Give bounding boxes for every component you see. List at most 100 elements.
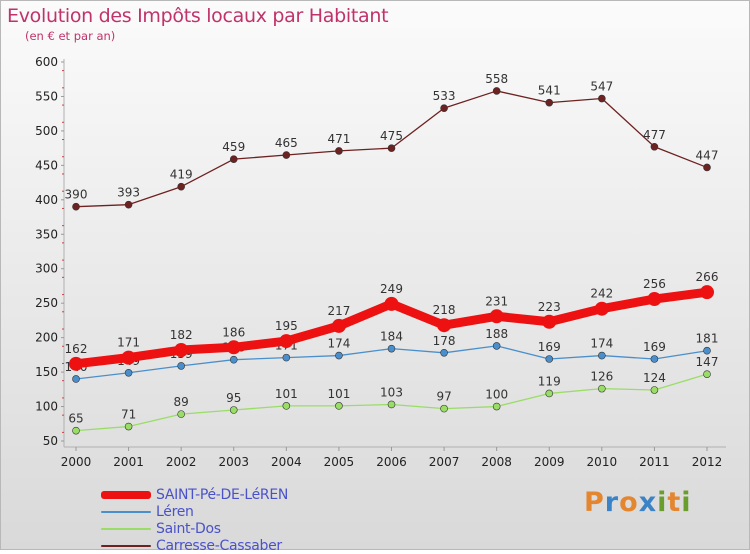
data-point [384,296,399,311]
data-label: 231 [485,294,508,308]
data-label: 459 [222,140,245,154]
data-label: 475 [380,129,403,143]
data-point [492,402,501,411]
legend-label: SAINT-Pé-DE-LéREN [156,486,289,503]
data-label: 124 [643,371,666,385]
data-label: 547 [590,80,613,94]
data-point [124,422,133,431]
data-label: 471 [327,132,350,146]
data-label: 95 [226,391,241,405]
data-point [282,151,291,159]
data-point [331,318,346,333]
data-point [542,314,557,329]
data-label: 103 [380,385,403,399]
data-point [703,370,711,378]
x-tick-label: 2003 [218,455,249,469]
data-label: 119 [538,374,561,388]
data-point [387,400,396,409]
data-label: 147 [696,355,719,369]
data-point [229,155,238,163]
legend-swatch [101,510,151,513]
y-tick-label: 300 [35,262,58,276]
data-point [492,342,501,350]
y-tick-label: 250 [35,296,58,310]
data-point [282,353,291,362]
x-tick-label: 2010 [587,455,618,469]
data-point [177,410,185,418]
data-point [177,182,185,191]
data-label: 181 [696,332,719,346]
data-point [492,87,501,95]
x-tick-label: 2012 [692,455,723,469]
data-label: 419 [170,168,193,182]
data-label: 533 [433,89,456,103]
data-label: 217 [327,304,350,318]
data-point [121,350,136,365]
legend-item: Saint-Dos [101,520,288,537]
y-tick-label: 150 [35,365,58,379]
data-point [72,202,80,211]
data-label: 182 [170,328,193,342]
data-point [650,142,659,151]
data-point [489,309,504,324]
data-point [440,348,448,357]
data-label: 184 [380,330,403,344]
data-point [594,301,609,316]
data-point [598,94,606,103]
data-label: 174 [327,337,350,351]
data-label: 541 [538,84,561,98]
data-label: 101 [275,387,298,401]
data-label: 393 [117,186,140,200]
data-point [437,318,452,333]
data-point [335,147,343,155]
data-point [124,200,133,209]
data-label: 242 [590,287,613,301]
data-point [440,404,448,413]
data-label: 171 [117,336,140,350]
data-label: 71 [121,408,136,422]
data-point [387,344,396,353]
data-label: 558 [485,72,508,86]
data-label: 97 [436,390,451,404]
data-label: 89 [174,395,189,409]
legend-label: Léren [156,503,194,520]
data-label: 390 [65,188,88,202]
y-tick-label: 450 [35,158,58,172]
legend-label: Carresse-Cassaber [156,537,282,554]
data-label: 100 [485,388,508,402]
proxiti-logo: Proxiti [584,487,692,518]
data-label: 465 [275,136,298,150]
data-label: 188 [485,327,508,341]
data-label: 195 [275,319,298,333]
legend: SAINT-Pé-DE-LéREN Léren Saint-Dos Carresse-… [101,486,288,554]
data-point [124,368,133,377]
data-point [545,98,554,107]
data-label: 178 [433,334,456,348]
data-label: 126 [590,370,613,384]
y-tick-label: 550 [35,89,58,103]
chart-title: Evolution des Impôts locaux par Habitant [7,5,389,27]
legend-swatch [101,527,151,530]
x-tick-label: 2008 [481,455,512,469]
legend-item: SAINT-Pé-DE-LéREN [101,486,288,503]
data-point [69,356,83,371]
y-tick-label: 100 [35,400,58,414]
data-label: 477 [643,128,666,142]
x-tick-label: 2011 [639,455,670,469]
data-point [545,389,554,398]
data-label: 101 [327,387,350,401]
x-tick-label: 2004 [271,455,302,469]
y-tick-label: 500 [35,124,58,138]
data-point [650,386,659,394]
data-point [72,426,80,435]
data-point [598,384,606,393]
data-point [647,292,662,307]
legend-item: Léren [101,503,288,520]
data-label: 223 [538,300,561,314]
data-point [335,402,343,410]
data-label: 169 [643,340,666,354]
data-point [177,362,185,370]
data-point [335,351,343,360]
x-tick-label: 2007 [429,455,460,469]
